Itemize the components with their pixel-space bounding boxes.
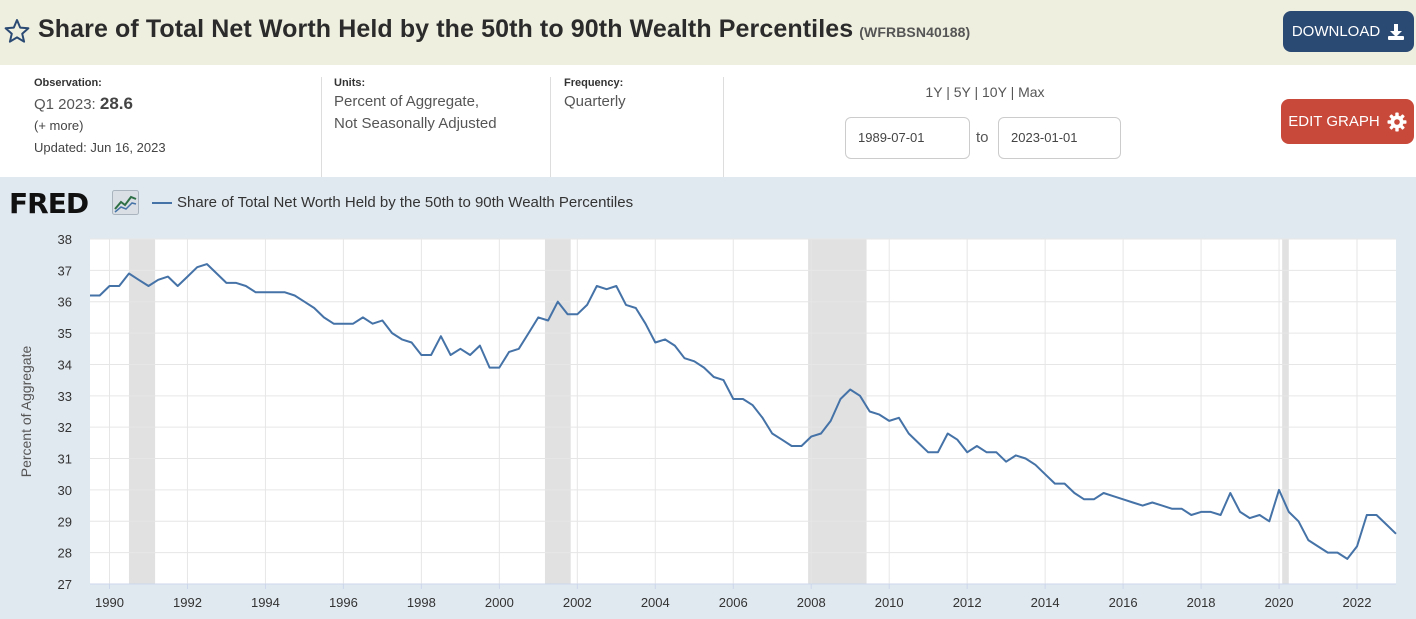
x-tick-label: 2008 xyxy=(797,595,826,610)
units-line-1: Percent of Aggregate, xyxy=(334,93,480,110)
x-tick-label: 2004 xyxy=(641,595,670,610)
x-tick-label: 2000 xyxy=(485,595,514,610)
x-tick-label: 2002 xyxy=(563,595,592,610)
units-block: Units: Percent of Aggregate, Not Seasona… xyxy=(334,77,497,135)
x-tick-label: 2006 xyxy=(719,595,748,610)
x-tick-label: 2022 xyxy=(1343,595,1372,610)
series-id: (WFRBSN40188) xyxy=(859,24,971,40)
legend-swatch xyxy=(152,202,172,204)
y-tick-label: 35 xyxy=(58,326,72,341)
series-metadata: Observation: Q1 2023: 28.6 (+ more) Upda… xyxy=(0,65,1416,177)
y-axis-title: Percent of Aggregate xyxy=(18,346,34,478)
range-10y[interactable]: 10Y xyxy=(982,84,1007,100)
y-tick-label: 29 xyxy=(58,514,72,529)
observation-label: Observation: xyxy=(34,77,102,89)
y-tick-label: 32 xyxy=(58,420,72,435)
x-tick-label: 1996 xyxy=(329,595,358,610)
chart-panel: FRED Share of Total Net Worth Held by th… xyxy=(0,177,1416,619)
x-tick-label: 2014 xyxy=(1031,595,1060,610)
edit-graph-label: EDIT GRAPH xyxy=(1288,113,1380,130)
x-tick-label: 1992 xyxy=(173,595,202,610)
plot-background xyxy=(90,239,1396,584)
fred-logo[interactable]: FRED xyxy=(9,187,89,220)
frequency-label: Frequency: xyxy=(564,77,624,89)
observation-period: Q1 2023: xyxy=(34,96,96,113)
range-1y[interactable]: 1Y xyxy=(925,84,943,100)
end-date-input[interactable]: 2023-01-01 xyxy=(998,117,1121,159)
observation-block: Observation: Q1 2023: 28.6 (+ more) Upda… xyxy=(34,77,166,158)
star-icon[interactable] xyxy=(4,18,30,44)
y-tick-label: 38 xyxy=(58,232,72,247)
units-label: Units: xyxy=(334,77,366,89)
x-tick-label: 2012 xyxy=(953,595,982,610)
x-tick-label: 2016 xyxy=(1109,595,1138,610)
range-separator: | xyxy=(974,84,979,100)
observation-line: Q1 2023: 28.6 xyxy=(34,93,166,116)
divider xyxy=(321,77,322,177)
gear-icon xyxy=(1387,112,1407,131)
page-header: Share of Total Net Worth Held by the 50t… xyxy=(0,0,1416,65)
recession-band xyxy=(544,239,571,584)
updated-date: Updated: Jun 16, 2023 xyxy=(34,140,166,155)
legend-label: Share of Total Net Worth Held by the 50t… xyxy=(177,194,634,211)
y-tick-label: 33 xyxy=(58,389,72,404)
recession-band xyxy=(128,239,156,584)
frequency-block: Frequency: Quarterly xyxy=(564,77,626,113)
x-tick-label: 2018 xyxy=(1187,595,1216,610)
start-date-input[interactable]: 1989-07-01 xyxy=(845,117,970,159)
divider xyxy=(723,77,724,177)
page-title: Share of Total Net Worth Held by the 50t… xyxy=(38,15,970,44)
range-separator: | xyxy=(946,84,950,100)
units-line-2: Not Seasonally Adjusted xyxy=(334,115,497,132)
download-label: DOWNLOAD xyxy=(1291,23,1381,40)
y-tick-label: 31 xyxy=(58,452,72,467)
x-tick-label: 1994 xyxy=(251,595,280,610)
recession-band xyxy=(1282,239,1289,584)
more-observations-link[interactable]: (+ more) xyxy=(34,118,84,133)
edit-graph-button[interactable]: EDIT GRAPH xyxy=(1281,99,1414,144)
frequency-value: Quarterly xyxy=(564,93,626,110)
range-max[interactable]: Max xyxy=(1018,84,1045,100)
y-tick-label: 28 xyxy=(58,546,72,561)
date-range-presets: 1Y | 5Y | 10Y | Max xyxy=(840,84,1130,100)
download-button[interactable]: DOWNLOAD xyxy=(1283,11,1414,52)
to-label: to xyxy=(976,129,989,146)
line-chart: 27 28 29 30 31 32 33 34 35 36 37 38 1990 1992 1994 1996… xyxy=(18,232,1397,610)
x-tick-label: 1998 xyxy=(407,595,436,610)
series-title: Share of Total Net Worth Held by the 50t… xyxy=(38,15,854,43)
divider xyxy=(550,77,551,177)
y-tick-label: 34 xyxy=(58,357,72,372)
range-separator: | xyxy=(1010,84,1015,100)
recession-band xyxy=(808,239,867,584)
y-tick-label: 36 xyxy=(58,295,72,310)
fred-chart-icon xyxy=(112,190,139,215)
download-icon xyxy=(1388,23,1405,40)
x-tick-label: 2020 xyxy=(1265,595,1294,610)
y-tick-label: 37 xyxy=(58,263,72,278)
observation-value: 28.6 xyxy=(99,94,133,113)
y-tick-label: 30 xyxy=(58,483,72,498)
x-tick-label: 2010 xyxy=(875,595,904,610)
x-tick-label: 1990 xyxy=(95,595,124,610)
y-tick-label: 27 xyxy=(58,577,72,592)
series-line xyxy=(90,263,1397,560)
range-5y[interactable]: 5Y xyxy=(953,84,971,100)
